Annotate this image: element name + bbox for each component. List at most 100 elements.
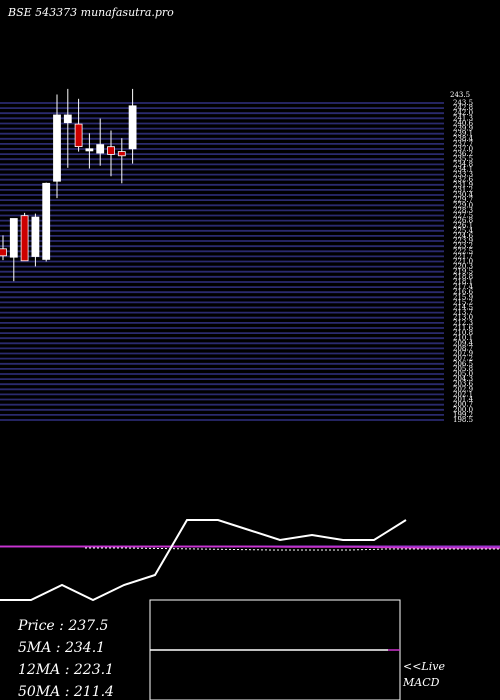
candle	[20, 212, 29, 262]
candle-body	[0, 248, 7, 257]
candle-body	[74, 123, 83, 147]
macd-histogram-trace	[85, 547, 500, 551]
candle-body	[9, 218, 18, 258]
price-tick-label: 234.8	[453, 160, 473, 168]
candles	[0, 88, 137, 282]
price-tick-label: 221.0	[453, 258, 473, 266]
chart-title: BSE 543373 munafasutra.pro	[7, 6, 174, 19]
candle-body	[63, 114, 72, 124]
macd-panel	[0, 519, 500, 602]
candle-body	[117, 151, 126, 157]
price-tick-label: 240.6	[453, 120, 474, 128]
candle-body	[96, 144, 105, 154]
price-tick-label: 221.7	[453, 252, 473, 260]
price-tick-label: 199.2	[453, 411, 473, 419]
price-tick-label: 214.5	[453, 304, 473, 312]
price-tick-label: 239.9	[453, 125, 473, 133]
price-tick-label: 198.5	[453, 416, 473, 424]
price-tick-label: 218.1	[453, 278, 473, 286]
price-tick-label: 232.6	[453, 176, 474, 184]
legend-12ma: 12MA : 223.1	[18, 662, 114, 678]
price-tick-label: 227.5	[453, 212, 473, 220]
legend-5ma: 5MA : 234.1	[18, 640, 105, 656]
price-tick-label: 228.3	[453, 206, 473, 214]
price-tick-label: 200.7	[453, 401, 473, 409]
price-tick-label: 219.5	[453, 268, 473, 276]
price-tick-label: 218.8	[453, 273, 473, 281]
price-tick-label: 234.1	[453, 166, 473, 174]
candle	[42, 182, 51, 262]
candle-body	[20, 215, 29, 262]
macd-label: MACD	[402, 676, 440, 689]
price-tick-label: 208.7	[453, 344, 473, 352]
price-tick-label: 200.0	[453, 406, 473, 414]
candle	[63, 88, 72, 168]
candle	[128, 88, 137, 164]
price-tick-label: 229.0	[453, 201, 473, 209]
price-tick-label: 209.4	[453, 339, 474, 347]
price-tick-label: 226.1	[453, 222, 473, 230]
price-tick-label: 202.9	[453, 385, 473, 393]
price-tick-label: 210.8	[453, 329, 473, 337]
price-gridlines	[0, 102, 444, 421]
legend-50ma: 50MA : 211.4	[18, 684, 114, 700]
candle	[9, 218, 18, 282]
price-tick-label: 206.5	[453, 360, 473, 368]
legend-price: Price : 237.5	[17, 618, 109, 634]
price-tick-label: 215.2	[453, 298, 473, 306]
price-tick-label: 223.9	[453, 237, 473, 245]
price-tick-label: 241.3	[453, 114, 473, 122]
price-tick-label: 235.5	[453, 155, 473, 163]
price-tick-label: 223.2	[453, 242, 473, 250]
price-tick-label: 204.3	[453, 375, 473, 383]
macd-signal-line	[0, 545, 500, 549]
price-tick-label: 205.0	[453, 370, 473, 378]
candle	[107, 130, 115, 177]
price-tick-label: 210.1	[453, 334, 473, 342]
candle	[85, 133, 94, 169]
price-tick-label: 215.9	[453, 293, 473, 301]
price-tick-label: 243.5	[453, 99, 473, 107]
price-tick-label: 242.0	[453, 109, 473, 117]
price-tick-label: 205.8	[453, 365, 473, 373]
price-tick-label: 242.8	[453, 104, 473, 112]
price-tick-label: 220.3	[453, 263, 473, 271]
candle	[96, 118, 105, 166]
candle-body	[128, 105, 137, 150]
live-label: <<Live	[403, 660, 445, 673]
price-tick-label: 222.5	[453, 247, 473, 255]
price-tick-label: 217.4	[453, 283, 474, 291]
price-tick-label: 237.0	[453, 145, 473, 153]
price-tick-label: 224.6	[453, 232, 474, 240]
price-tick-label: 213.7	[453, 309, 473, 317]
price-tick-label: 207.9	[453, 350, 473, 358]
price-tick-label: 236.2	[453, 150, 473, 158]
price-tick-label: 212.3	[453, 319, 473, 327]
macd-line	[0, 519, 407, 602]
candle	[0, 235, 7, 261]
candle	[117, 138, 126, 184]
candle-body	[85, 148, 94, 152]
candle-body	[53, 114, 61, 182]
price-tick-label: 238.4	[453, 135, 474, 143]
candle	[53, 94, 61, 199]
price-top-label: 243.5	[450, 91, 470, 99]
price-tick-label: 201.4	[453, 396, 474, 404]
price-tick-label: 202.1	[453, 390, 473, 398]
price-tick-label: 229.7	[453, 196, 473, 204]
price-tick-label: 207.2	[453, 355, 473, 363]
candle-body	[107, 146, 115, 155]
price-tick-label: 211.6	[453, 324, 474, 332]
price-tick-label: 237.7	[453, 140, 473, 148]
price-tick-label: 233.3	[453, 171, 473, 179]
candle-body	[31, 216, 40, 257]
price-tick-label: 216.6	[453, 288, 474, 296]
candle	[31, 213, 40, 267]
price-tick-label: 225.4	[453, 227, 474, 235]
candle	[74, 98, 83, 152]
price-tick-label: 231.9	[453, 181, 473, 189]
price-tick-label: 213.0	[453, 314, 473, 322]
price-tick-labels: 243.5242.8242.0241.3240.6239.9239.1238.4…	[453, 99, 474, 424]
